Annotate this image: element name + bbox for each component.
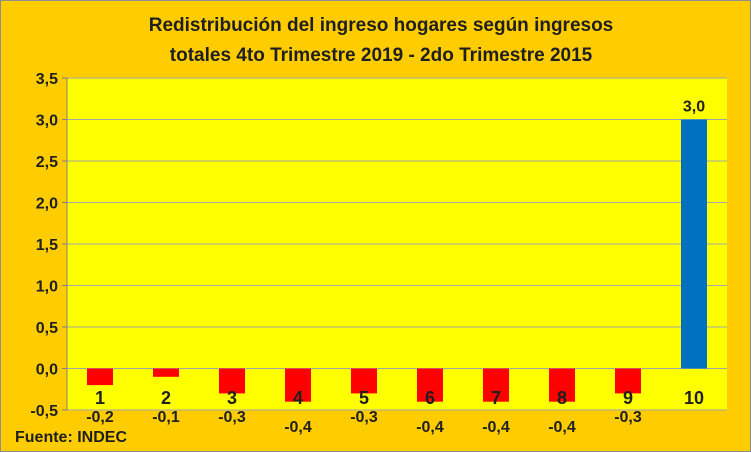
bar (219, 368, 245, 394)
data-label: -0,3 (218, 409, 246, 426)
category-label: 5 (359, 388, 369, 408)
data-label: -0,2 (86, 409, 114, 426)
chart-title-line-1: Redistribución del ingreso hogares según… (148, 15, 614, 36)
y-tick-label: 0,0 (36, 362, 58, 379)
category-label: 8 (557, 388, 567, 408)
y-tick-label: 3,0 (36, 113, 58, 130)
y-tick-label: 1,5 (36, 237, 58, 254)
bar (417, 368, 443, 402)
bar (549, 368, 575, 402)
category-label: 7 (491, 388, 501, 408)
data-label: -0,4 (482, 419, 510, 436)
bars (87, 119, 707, 402)
source-note: Fuente: INDEC (15, 429, 127, 446)
y-tick-label: -0,5 (30, 403, 58, 420)
category-label: 1 (95, 388, 105, 408)
bar (153, 368, 179, 377)
category-label: 10 (684, 388, 704, 408)
data-label: -0,1 (152, 409, 180, 426)
bar (681, 119, 707, 369)
bar (351, 368, 377, 394)
category-label: 9 (623, 388, 633, 408)
y-tick-label: 3,5 (36, 71, 58, 88)
bar (615, 368, 641, 394)
data-label: -0,3 (614, 409, 642, 426)
category-label: 3 (227, 388, 237, 408)
data-label: -0,3 (350, 409, 378, 426)
category-label: 4 (293, 388, 303, 408)
data-label: 3,0 (683, 99, 705, 116)
data-label: -0,4 (548, 419, 576, 436)
bar (285, 368, 311, 402)
chart-title: Redistribución del ingreso hogares según… (61, 11, 701, 71)
y-tick-label: 2,0 (36, 196, 58, 213)
y-tick-label: 1,0 (36, 279, 58, 296)
data-label: -0,4 (416, 419, 444, 436)
category-label: 6 (425, 388, 435, 408)
labels: 1-0,22-0,13-0,34-0,45-0,36-0,47-0,48-0,4… (86, 99, 705, 437)
data-label: -0,4 (284, 419, 312, 436)
bar (87, 368, 113, 386)
y-tick-label: 2,5 (36, 154, 58, 171)
category-label: 2 (161, 388, 171, 408)
y-tick-label: 0,5 (36, 320, 58, 337)
bar (483, 368, 509, 402)
y-axis: -0,5 0,0 0,5 1,0 1,5 2,0 2,5 3,0 3,5 (30, 71, 68, 420)
chart-title-line-2: totales 4to Trimestre 2019 - 2do Trimest… (169, 45, 593, 66)
